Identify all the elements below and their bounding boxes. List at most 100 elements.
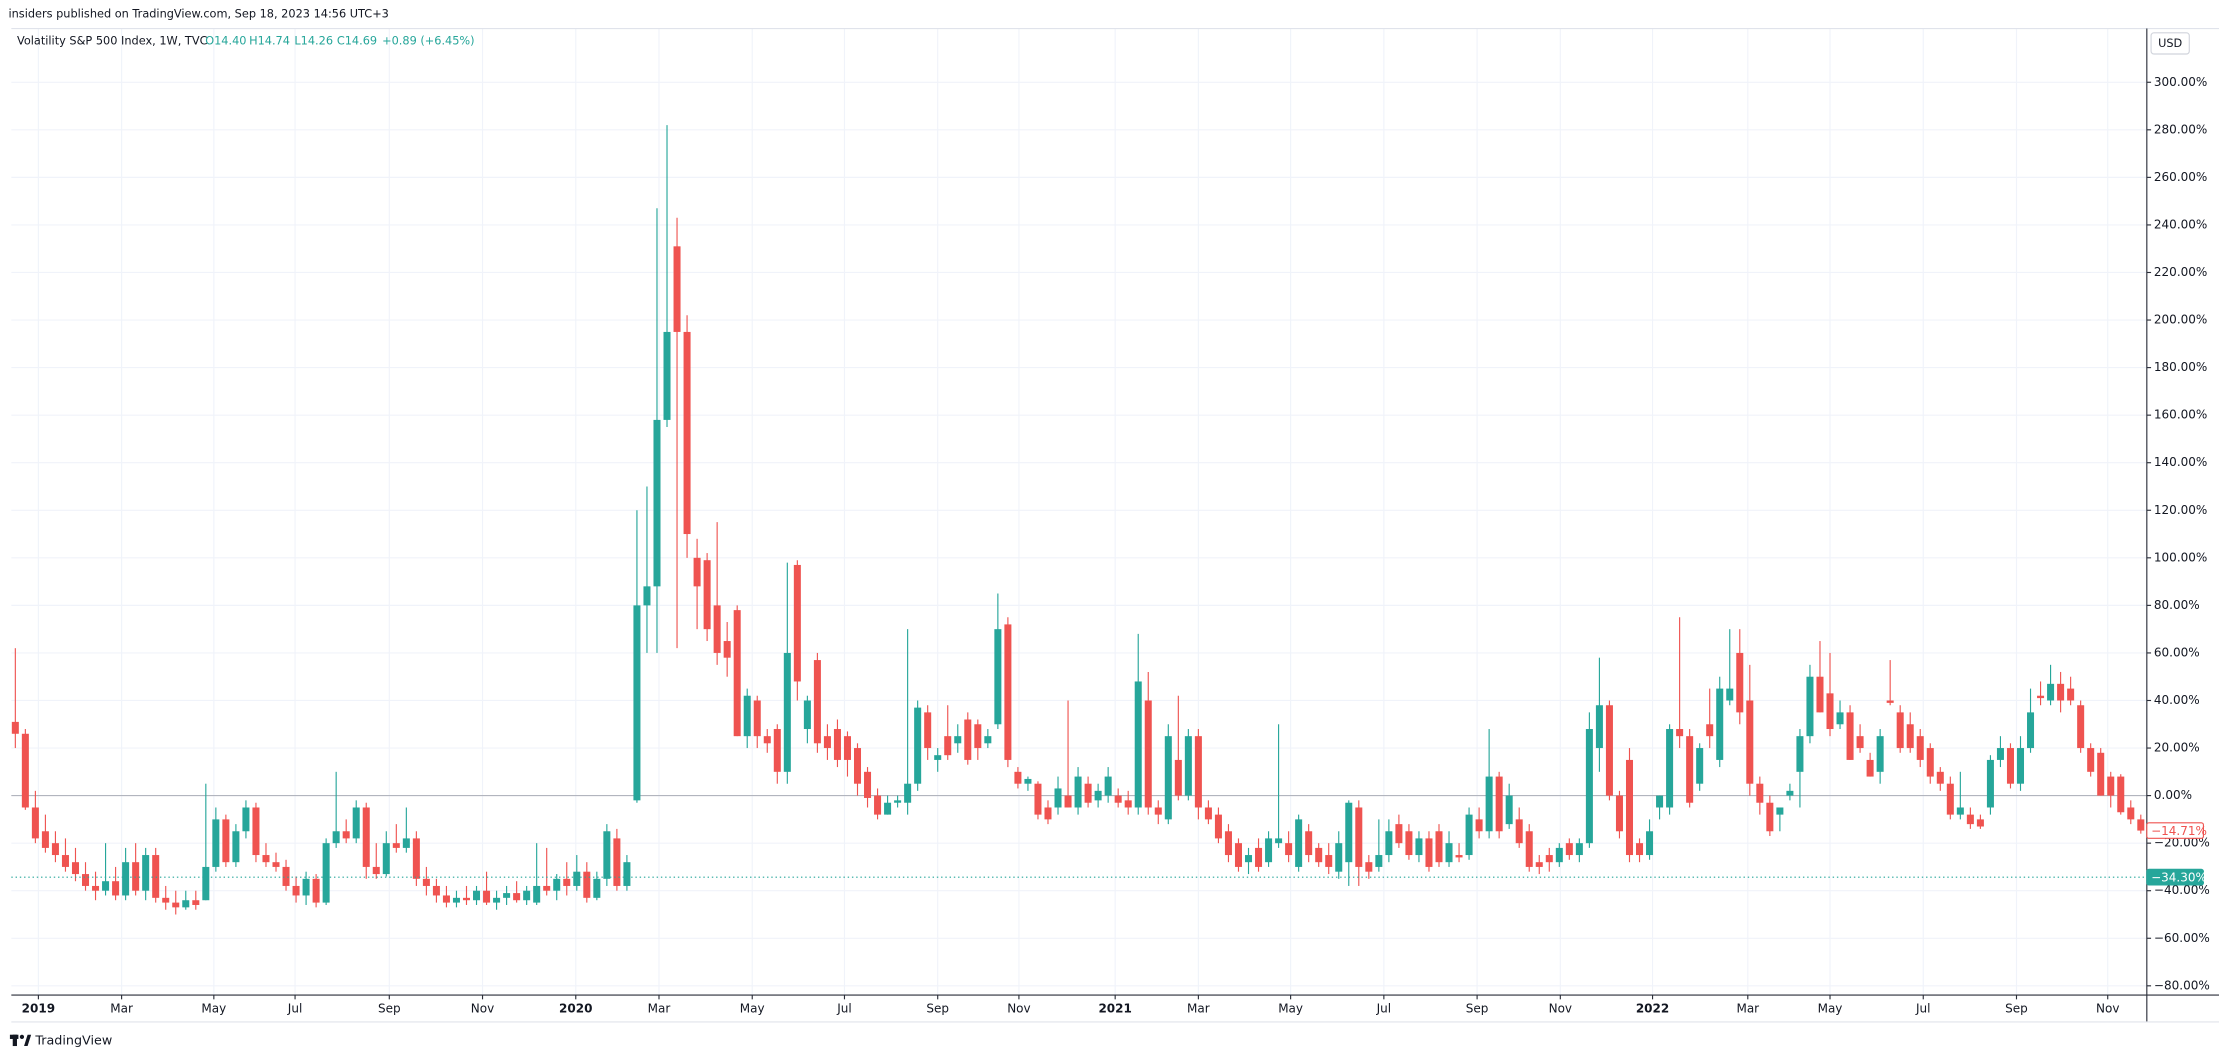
candle-body bbox=[693, 557, 701, 587]
candle-body bbox=[1836, 712, 1844, 725]
candle-body bbox=[703, 560, 711, 630]
y-tick-label: 220.00% bbox=[2154, 265, 2207, 279]
candle-body bbox=[1736, 652, 1744, 713]
candle-body bbox=[1826, 693, 1834, 730]
x-tick-label: Jul bbox=[1915, 1002, 1931, 1016]
x-tick-label: Mar bbox=[110, 1002, 133, 1016]
candle-body bbox=[362, 807, 370, 867]
candle-body bbox=[1044, 807, 1052, 820]
x-tick-label: Jul bbox=[836, 1002, 852, 1016]
candle-body bbox=[1295, 819, 1303, 867]
legend: Volatility S&P 500 Index, 1W, TVC O14.40… bbox=[17, 33, 475, 47]
candle-body bbox=[683, 331, 691, 535]
candle-body bbox=[382, 843, 390, 875]
candle-body bbox=[182, 900, 190, 908]
candle-body bbox=[1054, 788, 1062, 808]
candle-body bbox=[1746, 700, 1754, 784]
candle-body bbox=[1916, 736, 1924, 760]
candle-body bbox=[1134, 681, 1142, 808]
y-tick-label: −80.00% bbox=[2154, 978, 2210, 992]
legend-low: L14.26 bbox=[294, 33, 333, 47]
candle-body bbox=[232, 831, 240, 863]
candle-body bbox=[442, 895, 450, 903]
candle-body bbox=[924, 712, 932, 749]
candle-body bbox=[1405, 831, 1413, 856]
x-tick-label: Nov bbox=[2096, 1002, 2119, 1016]
price-label: −34.30% bbox=[2151, 870, 2207, 884]
candle-body bbox=[172, 902, 180, 908]
candle-body bbox=[633, 605, 641, 801]
x-tick-label: Sep bbox=[378, 1002, 401, 1016]
candle-body bbox=[1034, 783, 1042, 815]
candle-body bbox=[1625, 759, 1634, 856]
candle-body bbox=[1605, 705, 1613, 796]
candle-body bbox=[1345, 802, 1353, 863]
candle-body bbox=[473, 890, 481, 901]
candle-body bbox=[783, 652, 791, 772]
candle-body bbox=[1555, 847, 1563, 863]
x-tick-label: 2020 bbox=[559, 1002, 592, 1016]
y-tick-label: 0.00% bbox=[2154, 788, 2192, 802]
candle-body bbox=[523, 890, 531, 901]
candle-body bbox=[1094, 790, 1102, 801]
candle-body bbox=[763, 736, 771, 744]
candle-body bbox=[1796, 736, 1804, 772]
candle-body bbox=[1896, 712, 1904, 749]
candle-body bbox=[2117, 776, 2125, 813]
x-tick-label: 2019 bbox=[22, 1002, 55, 1016]
candle-body bbox=[1806, 676, 1814, 737]
candle-body bbox=[1956, 807, 1964, 815]
candle-body bbox=[1224, 831, 1232, 856]
candle-body bbox=[493, 897, 501, 903]
x-tick-label: Nov bbox=[1549, 1002, 1572, 1016]
candle-body bbox=[593, 878, 601, 898]
candle-body bbox=[964, 719, 972, 760]
candle-body bbox=[342, 831, 350, 839]
candle-body bbox=[843, 736, 851, 760]
logo-part bbox=[24, 1034, 32, 1047]
candle-body bbox=[1706, 724, 1714, 737]
legend-change: +0.89 (+6.45%) bbox=[382, 33, 475, 47]
candle-body bbox=[2077, 705, 2085, 749]
candle-body bbox=[2097, 752, 2105, 796]
candle-body bbox=[1646, 831, 1654, 856]
candle-body bbox=[1716, 688, 1724, 760]
candle-body bbox=[1856, 736, 1864, 749]
x-tick-label: May bbox=[1278, 1002, 1303, 1016]
candle-body bbox=[1636, 843, 1644, 856]
candle-body bbox=[553, 878, 561, 891]
price-label-box bbox=[2146, 822, 2204, 839]
candle-body bbox=[1475, 819, 1483, 832]
candle-body bbox=[41, 831, 49, 848]
candle-body bbox=[1355, 807, 1363, 867]
candle-body bbox=[1124, 800, 1132, 808]
candle-body bbox=[1936, 771, 1944, 784]
candle-body bbox=[332, 831, 340, 844]
candle-body bbox=[1395, 824, 1403, 844]
candle-body bbox=[904, 783, 912, 803]
candle-body bbox=[412, 838, 420, 879]
candle-body bbox=[1786, 790, 1794, 796]
candle-body bbox=[312, 878, 320, 903]
candle-body bbox=[422, 878, 430, 886]
y-tick-label: 180.00% bbox=[2154, 360, 2207, 374]
legend-symbol: Volatility S&P 500 Index, 1W, TVC bbox=[17, 33, 208, 47]
x-tick-label: 2021 bbox=[1098, 1002, 1131, 1016]
candle-body bbox=[132, 862, 140, 891]
candle-body bbox=[1335, 843, 1343, 872]
currency-label[interactable]: USD bbox=[2158, 36, 2182, 50]
candle-body bbox=[833, 729, 841, 760]
candle-body bbox=[1996, 748, 2004, 760]
plot-area bbox=[11, 28, 2147, 996]
candle-body bbox=[1014, 771, 1022, 784]
candle-body bbox=[503, 893, 511, 898]
candle-body bbox=[653, 419, 661, 587]
candle-body bbox=[1565, 843, 1573, 856]
candle-body bbox=[723, 641, 731, 658]
candle-body bbox=[934, 755, 942, 760]
currency-button[interactable] bbox=[2150, 32, 2190, 55]
x-tick-label: Jul bbox=[287, 1002, 303, 1016]
y-tick-label: 100.00% bbox=[2154, 550, 2207, 564]
candle-body bbox=[974, 724, 982, 749]
candle-body bbox=[663, 331, 671, 420]
